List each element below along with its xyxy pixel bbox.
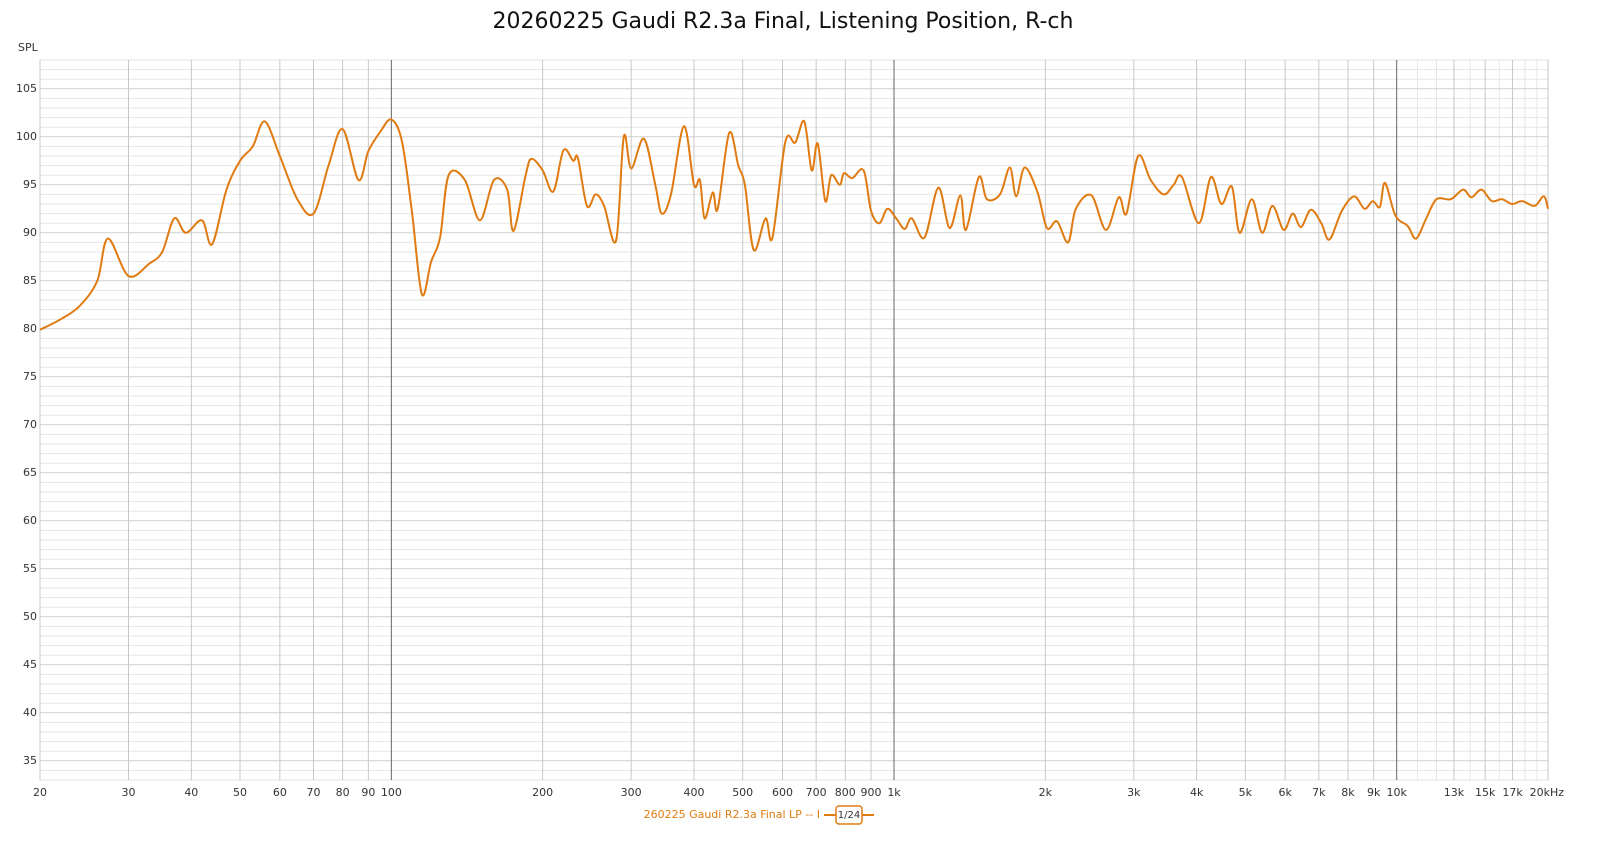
x-tick-label: 3k [1127,786,1141,799]
x-tick-label: 13k [1444,786,1465,799]
chart-title: 20260225 Gaudi R2.3a Final, Listening Po… [493,9,1074,34]
y-tick-label: 80 [23,322,37,335]
y-tick-label: 105 [16,82,37,95]
y-tick-label: 50 [23,610,37,623]
x-tick-label: 50 [233,786,247,799]
x-tick-label: 17k [1502,786,1523,799]
legend-box [835,805,863,825]
x-tick-label: 7k [1312,786,1326,799]
x-tick-label: 2k [1039,786,1053,799]
x-tick-label: 6k [1278,786,1292,799]
x-tick-label: 20kHz [1530,786,1565,799]
x-tick-label: 900 [861,786,882,799]
y-tick-label: 100 [16,130,37,143]
x-tick-label: 90 [361,786,375,799]
x-tick-label: 15k [1475,786,1496,799]
y-tick-label: 85 [23,274,37,287]
y-tick-label: 40 [23,706,37,719]
x-tick-label: 500 [732,786,753,799]
x-tick-label: 800 [835,786,856,799]
x-tick-label: 40 [184,786,198,799]
x-tick-label: 4k [1190,786,1204,799]
smoothing-label: 1/24 [838,810,860,821]
x-tick-label: 1k [887,786,901,799]
x-tick-label: 10k [1386,786,1407,799]
plot-area [39,59,1549,781]
response-line [39,118,1549,331]
x-tick-label: 400 [683,786,704,799]
x-tick-label: 30 [122,786,136,799]
y-axis-label: SPL [18,41,39,54]
x-tick-label: 20 [33,786,47,799]
x-tick-label: 200 [532,786,553,799]
y-tick-label: 35 [23,754,37,767]
x-tick-label: 5k [1239,786,1253,799]
x-tick-label: 70 [306,786,320,799]
y-tick-label: 60 [23,514,37,527]
x-tick-label: 700 [806,786,827,799]
x-tick-label: 80 [336,786,350,799]
x-tick-label: 60 [273,786,287,799]
x-tick-label: 100 [381,786,402,799]
x-tick-label: 8k [1341,786,1355,799]
y-tick-label: 95 [23,178,37,191]
x-tick-label: 600 [772,786,793,799]
y-tick-label: 65 [23,466,37,479]
y-tick-label: 70 [23,418,37,431]
y-tick-label: 90 [23,226,37,239]
y-tick-label: 45 [23,658,37,671]
x-tick-label: 9k [1367,786,1381,799]
x-tick-label: 300 [621,786,642,799]
y-tick-label: 75 [23,370,37,383]
y-tick-label: 55 [23,562,37,575]
legend-label: 260225 Gaudi R2.3a Final LP -- I [644,808,820,821]
